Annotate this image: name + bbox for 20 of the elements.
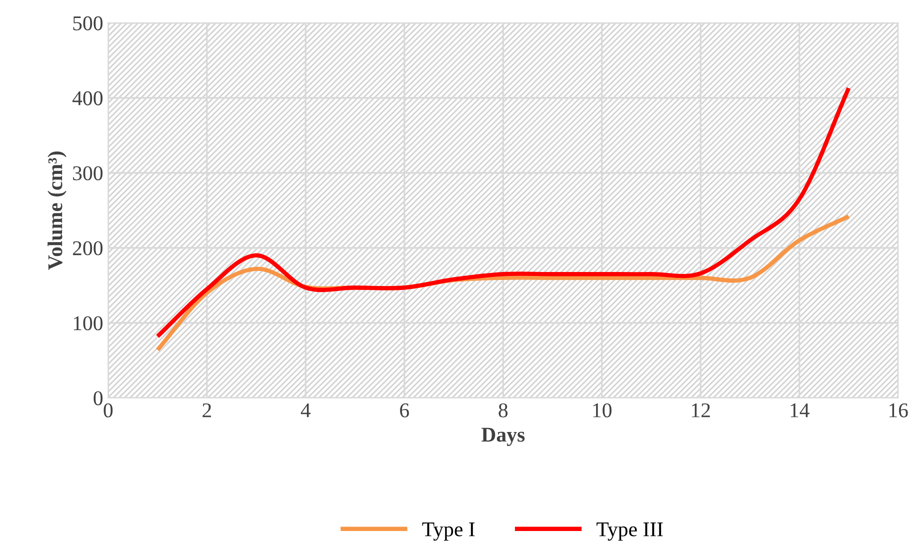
x-tick-label: 8 <box>498 403 508 418</box>
x-tick-label: 6 <box>400 403 409 418</box>
y-tick-label: 100 <box>74 316 103 330</box>
legend-label: Type I <box>422 522 475 541</box>
y-tick-label: 500 <box>73 16 103 30</box>
y-tick-label: 0 <box>94 391 103 406</box>
x-tick-label: 2 <box>202 403 211 418</box>
y-tick-label: 200 <box>72 241 103 256</box>
x-tick-label: 16 <box>890 403 908 418</box>
y-tick-label: 300 <box>73 166 103 180</box>
x-tick-label: 10 <box>593 403 612 418</box>
legend-label: Type III <box>596 522 663 541</box>
x-axis-title: Days <box>482 428 525 446</box>
x-tick-label: 14 <box>790 403 810 418</box>
y-tick-label: 400 <box>72 91 103 106</box>
x-tick-label: 12 <box>692 403 710 418</box>
x-tick-label: 4 <box>300 403 311 418</box>
y-axis-title: Volume (cm³) <box>48 152 67 270</box>
x-tick-label: 0 <box>104 403 113 418</box>
line-series <box>155 86 851 338</box>
